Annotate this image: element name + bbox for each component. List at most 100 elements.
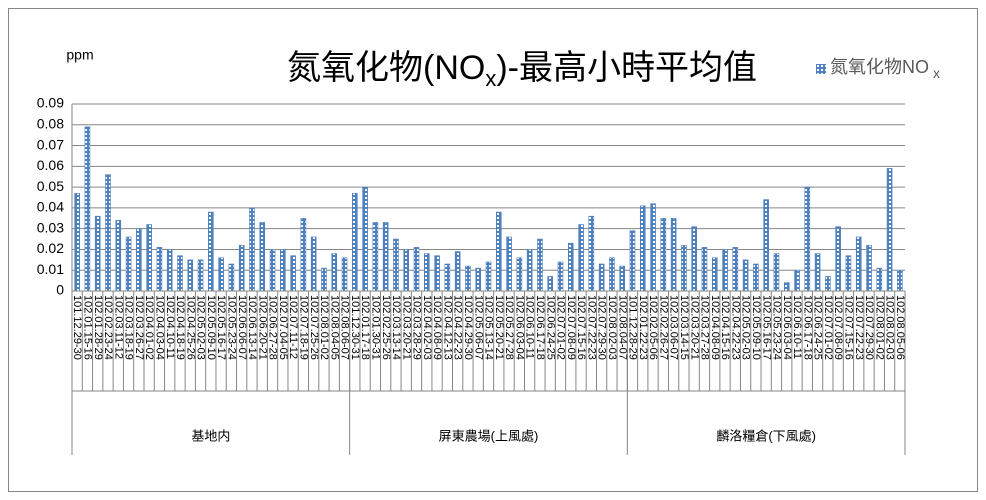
x-tick-label: 102.06.10-11 bbox=[791, 295, 803, 359]
legend-subscript: x bbox=[933, 65, 940, 81]
x-tick-label: 102.04.22-23 bbox=[452, 295, 464, 360]
bar bbox=[845, 255, 852, 292]
y-tick-label: 0.01 bbox=[37, 261, 64, 277]
bar bbox=[228, 263, 235, 292]
x-tick-label: 102.04.10-11 bbox=[164, 295, 176, 359]
x-tick-label: 102.03.20-21 bbox=[688, 295, 700, 360]
x-tick-label: 102.01.28-29 bbox=[92, 295, 104, 360]
x-tick-label: 102.07.29-30 bbox=[863, 295, 875, 360]
bar bbox=[825, 276, 831, 292]
bar bbox=[280, 249, 286, 292]
title-subscript: x bbox=[485, 66, 496, 91]
x-tick-label: 102.04.08-09 bbox=[431, 295, 443, 360]
bar bbox=[773, 253, 780, 292]
group-label: 基地内 bbox=[191, 428, 230, 443]
bar bbox=[269, 249, 276, 292]
bar bbox=[547, 276, 554, 292]
x-tick-label: 102.04.01-02 bbox=[143, 295, 155, 360]
x-tick-label: 102.05.02-03 bbox=[740, 295, 752, 360]
x-tick-label: 102.06.10-11 bbox=[524, 295, 536, 359]
x-tick-label: 102.08.06-07 bbox=[339, 295, 351, 360]
bar bbox=[300, 217, 307, 292]
x-tick-label: 102.07.22-23 bbox=[853, 295, 865, 360]
bar bbox=[619, 265, 625, 292]
bar bbox=[393, 238, 399, 292]
x-tick-label: 102.06.24-25 bbox=[544, 295, 556, 360]
x-tick-label: 102.08.04-05 bbox=[328, 295, 340, 360]
x-tick-label: 102.03.14-15 bbox=[678, 295, 690, 360]
x-tick-label: 102.08.05-06 bbox=[894, 295, 906, 360]
bar bbox=[423, 253, 430, 292]
bar bbox=[331, 253, 338, 292]
x-tick-label: 102.08.02-03 bbox=[884, 295, 896, 360]
legend-part: 氮氧化物NO bbox=[830, 57, 929, 77]
bar bbox=[362, 186, 368, 292]
x-tick-label: 102.05.16-17 bbox=[760, 295, 772, 360]
x-tick-label: 102.03.27-28 bbox=[699, 295, 711, 360]
y-tick-label: 0.06 bbox=[37, 157, 64, 173]
bar bbox=[701, 247, 708, 292]
bar bbox=[866, 244, 872, 292]
chart-title: 氮氧化物(NOx)-最高小時平均值 bbox=[287, 49, 757, 91]
bar bbox=[105, 174, 111, 292]
x-tick-label: 102.01.22-23 bbox=[637, 295, 649, 360]
bar bbox=[321, 267, 327, 292]
bar bbox=[444, 263, 451, 292]
x-tick-label: 102.07.01-02 bbox=[822, 295, 834, 360]
y-tick-label: 0.04 bbox=[37, 199, 64, 215]
x-tick-label: 101.12.30-31 bbox=[349, 295, 361, 360]
bar bbox=[485, 261, 492, 292]
bar bbox=[722, 249, 728, 292]
bar bbox=[382, 222, 389, 292]
x-tick-label: 102.06.13-14 bbox=[246, 295, 258, 360]
bar bbox=[557, 261, 564, 292]
bar bbox=[249, 207, 255, 292]
bar bbox=[588, 215, 595, 292]
bar bbox=[74, 193, 80, 292]
x-tick-label: 102.05.09-10 bbox=[205, 295, 217, 360]
x-tick-label: 102.07.15-16 bbox=[843, 295, 855, 360]
x-tick-label: 102.04.02-03 bbox=[421, 295, 433, 360]
x-tick-label: 102.02.25-26 bbox=[380, 295, 392, 360]
x-tick-label: 102.04.08-09 bbox=[709, 295, 721, 360]
bar bbox=[526, 249, 533, 292]
x-tick-label: 102.04.03-04 bbox=[154, 295, 166, 360]
bar bbox=[146, 224, 152, 292]
bar bbox=[115, 220, 122, 292]
x-tick-label: 102.03.26-27 bbox=[133, 295, 145, 360]
bar bbox=[711, 257, 718, 292]
bar bbox=[629, 230, 636, 292]
bar bbox=[835, 226, 841, 292]
x-tick-label: 102.05.27-28 bbox=[503, 295, 515, 360]
bar bbox=[732, 247, 739, 292]
y-tick-label: 0.09 bbox=[37, 95, 64, 111]
x-tick-label: 102.03.28-29 bbox=[411, 295, 423, 360]
x-tick-label: 102.06.06-07 bbox=[236, 295, 248, 360]
x-tick-label: 102.07.29-30 bbox=[596, 295, 608, 360]
x-tick-label: 102.06.03-04 bbox=[513, 295, 525, 360]
x-tick-label: 102.02.05-06 bbox=[647, 295, 659, 360]
bar bbox=[876, 267, 883, 292]
bar bbox=[403, 249, 410, 292]
bar bbox=[495, 211, 502, 292]
bar bbox=[208, 211, 214, 292]
x-tick-label: 102.04.25-26 bbox=[184, 295, 196, 360]
x-tick-label: 102.08.02-03 bbox=[606, 295, 618, 360]
x-tick-label: 102.06.20-21 bbox=[256, 295, 268, 360]
x-tick-label: 102.05.23-24 bbox=[225, 295, 237, 360]
x-tick-label: 101.12.29-30 bbox=[71, 295, 83, 360]
title-part: 氮氧化物(NO bbox=[287, 49, 485, 87]
bar bbox=[238, 244, 245, 292]
bar bbox=[465, 265, 471, 292]
x-tick-label: 102.05.16-17 bbox=[215, 295, 227, 360]
bar bbox=[814, 253, 821, 292]
bar bbox=[177, 255, 183, 292]
bar bbox=[681, 244, 687, 292]
bar bbox=[413, 247, 420, 292]
bar bbox=[670, 217, 677, 292]
bar bbox=[804, 186, 811, 292]
bar bbox=[352, 193, 358, 292]
x-tick-label: 102.08.01-02 bbox=[873, 295, 885, 360]
title-part: )-最高小時平均值 bbox=[496, 49, 757, 87]
